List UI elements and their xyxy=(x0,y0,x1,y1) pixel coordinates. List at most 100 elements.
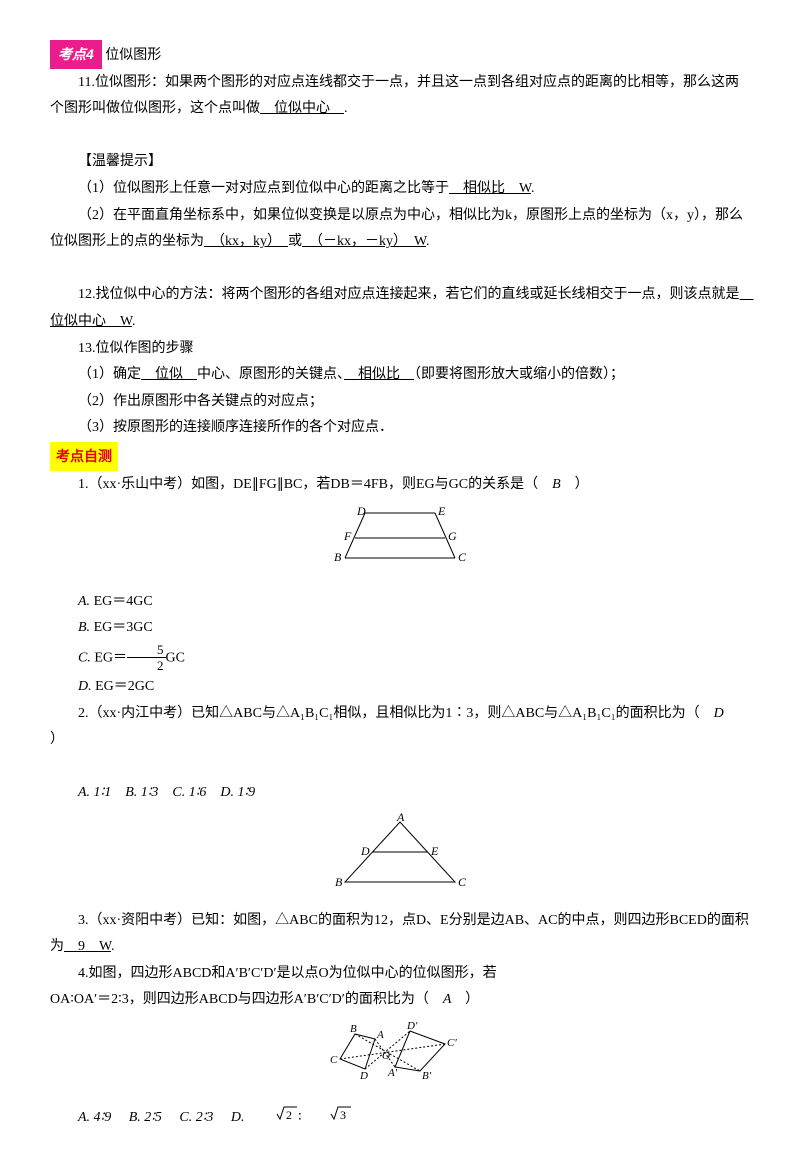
h2-t2: 或 xyxy=(288,234,302,249)
q2-figure: A D E B C xyxy=(50,812,750,903)
sqrt3-icon: 3 xyxy=(302,1105,352,1132)
p12-t1: 找位似中心的方法：将两个图形的各组对应点连接起来，若它们的直线或延长线相交于一点… xyxy=(96,287,740,302)
svg-text:D′: D′ xyxy=(406,1020,418,1032)
q1a-text: EG＝4GC xyxy=(94,594,153,609)
p12-t2: . xyxy=(132,314,136,329)
svg-text:A: A xyxy=(376,1029,384,1041)
section-test-header: 考点自测 xyxy=(50,442,750,472)
q4-num: 4. xyxy=(78,966,89,981)
svg-text:2: 2 xyxy=(286,1108,292,1121)
p11-t2: . xyxy=(344,101,348,116)
h2-t3: . xyxy=(426,234,430,249)
svg-text:D: D xyxy=(360,844,370,858)
q1c-t2: GC xyxy=(166,650,185,665)
p13a-t3: （即要将图形放大或缩小的倍数）； xyxy=(414,367,624,382)
q4-t3: ） xyxy=(465,992,479,1007)
q1c-t1: EG＝ xyxy=(94,650,127,665)
svg-text:D: D xyxy=(356,504,366,518)
q2-t1: （xx·内江中考）已知△ABC与△A₁B₁C₁相似，且相似比为1∶3，则△ABC… xyxy=(89,706,700,721)
para-13b: （2）作出原图形中各关键点的对应点； xyxy=(50,389,750,416)
svg-text:A′: A′ xyxy=(387,1067,398,1079)
h2-u2: （－kx，－ky） W xyxy=(302,234,426,249)
svg-text:3: 3 xyxy=(340,1108,346,1121)
q2-t2: ） xyxy=(50,732,64,747)
hint-header: 【温馨提示】 xyxy=(50,149,750,176)
para-13c: （3）按原图形的连接顺序连接所作的各个对应点． xyxy=(50,415,750,442)
q4-opts: A. 4∶9 B. 2∶5 C. 2∶3 D. 2∶3 xyxy=(50,1105,750,1132)
svg-text:E: E xyxy=(430,844,439,858)
q3-u1: 9 W xyxy=(64,939,111,954)
q1-opt-a: A. EG＝4GC xyxy=(50,589,750,616)
trapezoid-icon: D E F G B C xyxy=(320,503,480,573)
q2-opts: A. 1∶1 B. 1∶3 C. 1∶6 D. 1∶9 xyxy=(50,780,750,807)
svg-text:B′: B′ xyxy=(422,1070,432,1082)
q1d-text: EG＝2GC xyxy=(95,679,154,694)
q3: 3.（xx·资阳中考）已知：如图，△ABC的面积为12，点D、E分别是边AB、A… xyxy=(50,908,750,961)
svg-text:B: B xyxy=(335,875,343,889)
h1-t2: . xyxy=(531,181,535,196)
para-12: 12.找位似中心的方法：将两个图形的各组对应点连接起来，若它们的直线或延长线相交… xyxy=(50,282,750,335)
svg-text:F: F xyxy=(343,529,352,543)
svg-text:C: C xyxy=(458,550,467,564)
q2-num: 2. xyxy=(78,706,89,721)
section-4-header: 考点4 位似图形 xyxy=(50,40,750,70)
svg-text:D: D xyxy=(359,1070,368,1082)
p13a-u1: 位似 xyxy=(141,367,197,382)
q1: 1.（xx·乐山中考）如图，DE∥FG∥BC，若DB＝4FB，则EG与GC的关系… xyxy=(50,472,750,499)
dilation-quadrilateral-icon: B A C D O D′ C′ B′ A′ xyxy=(300,1019,500,1089)
q1-opt-b: B. EG＝3GC xyxy=(50,615,750,642)
q1-num: 1. xyxy=(78,477,89,492)
q1-opt-c: C. EG＝52GC xyxy=(50,642,750,674)
q3-t1: （xx·资阳中考）已知：如图，△ABC的面积为12，点D、E分别是边AB、AC的… xyxy=(50,913,749,955)
q1-figure: D E F G B C xyxy=(50,503,750,584)
svg-text:C: C xyxy=(458,875,467,889)
para-11: 11.位似图形：如果两个图形的对应点连线都交于一点，并且这一点到各组对应点的距离… xyxy=(50,70,750,123)
q4c: C. 2∶3 xyxy=(179,1110,227,1125)
svg-text:B: B xyxy=(350,1023,357,1035)
q3-t2: . xyxy=(111,939,115,954)
p11-u1: 位似中心 xyxy=(260,101,344,116)
svg-text:C′: C′ xyxy=(447,1037,457,1049)
svg-text:B: B xyxy=(334,550,342,564)
h1-u1: 相似比 W xyxy=(449,181,531,196)
q4-line1: 4.如图，四边形ABCD和A′B′C′D′是以点O为位似中心的位似图形，若 xyxy=(50,961,750,988)
badge-kaodian4: 考点4 xyxy=(50,40,102,69)
hint-2: （2）在平面直角坐标系中，如果位似变换是以原点为中心，相似比为k，原图形上点的坐… xyxy=(50,203,750,256)
opt-label-b: B. xyxy=(78,620,90,635)
h1-t1: （1）位似图形上任意一对对应点到位似中心的距离之比等于 xyxy=(78,181,449,196)
q4b: B. 2∶5 xyxy=(129,1110,176,1125)
p13a-t1: （1）确定 xyxy=(78,367,141,382)
q1-ans: B xyxy=(538,477,575,492)
opt-label-d: D. xyxy=(78,679,92,694)
p13-num: 13. xyxy=(78,341,96,356)
p11-t1: 位似图形：如果两个图形的对应点连线都交于一点，并且这一点到各组对应点的距离的比相… xyxy=(50,75,739,117)
q1-t1: （xx·乐山中考）如图，DE∥FG∥BC，若DB＝4FB，则EG与GC的关系是（ xyxy=(89,477,539,492)
q4a: A. 4∶9 xyxy=(78,1110,125,1125)
p11-num: 11. xyxy=(78,75,95,90)
q1-opt-d: D. EG＝2GC xyxy=(50,674,750,701)
sqrt2-icon: 2 xyxy=(248,1105,298,1132)
triangle-midline-icon: A D E B C xyxy=(325,812,475,892)
svg-text:G: G xyxy=(448,529,457,543)
fraction-5-2: 52 xyxy=(127,642,166,674)
p12-num: 12. xyxy=(78,287,96,302)
q4-t2: OA∶OA′＝2∶3，则四边形ABCD与四边形A′B′C′D′的面积比为（ xyxy=(50,992,429,1007)
q4-ans: A xyxy=(429,992,465,1007)
h2-u1: （kx，ky） xyxy=(204,234,288,249)
p13a-t2: 中心、原图形的关键点、 xyxy=(197,367,344,382)
svg-text:E: E xyxy=(437,504,446,518)
opt-label-a: A. xyxy=(78,594,90,609)
q1b-text: EG＝3GC xyxy=(94,620,153,635)
q4-t1: 如图，四边形ABCD和A′B′C′D′是以点O为位似中心的位似图形，若 xyxy=(89,966,497,981)
badge4-title: 位似图形 xyxy=(102,48,162,63)
q4-figure: B A C D O D′ C′ B′ A′ xyxy=(50,1019,750,1100)
badge-test: 考点自测 xyxy=(50,442,118,471)
q4d-label: D. xyxy=(231,1110,248,1125)
svg-text:O: O xyxy=(382,1050,390,1062)
svg-text:C: C xyxy=(330,1054,338,1066)
hint-1: （1）位似图形上任意一对对应点到位似中心的距离之比等于 相似比 W. xyxy=(50,176,750,203)
svg-text:A: A xyxy=(396,812,405,824)
para-13a: （1）确定 位似 中心、原图形的关键点、 相似比 （即要将图形放大或缩小的倍数）… xyxy=(50,362,750,389)
p13-t1: 位似作图的步骤 xyxy=(96,341,194,356)
q2: 2.（xx·内江中考）已知△ABC与△A₁B₁C₁相似，且相似比为1∶3，则△A… xyxy=(50,701,750,754)
